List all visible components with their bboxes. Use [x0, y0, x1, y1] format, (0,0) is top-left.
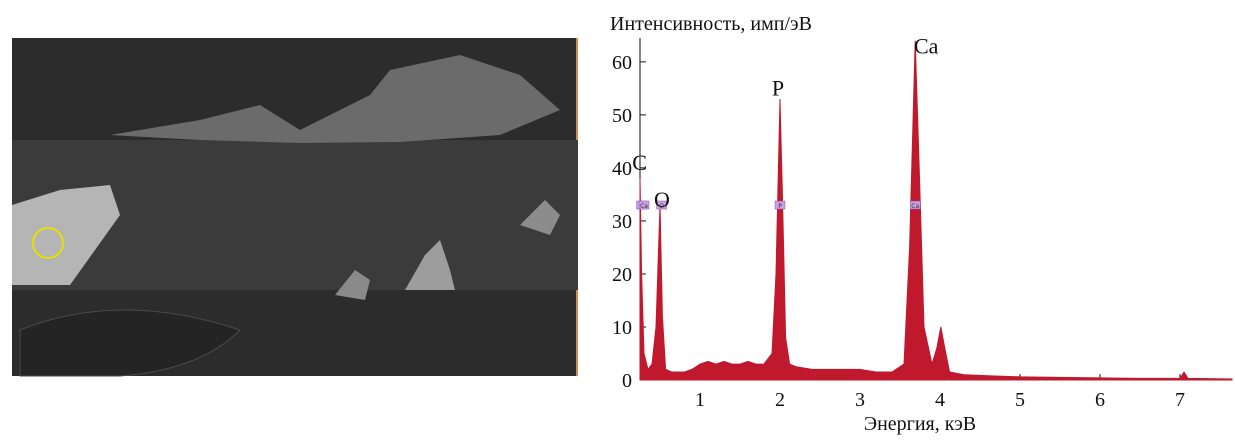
element-marker-label: O [659, 203, 664, 210]
element-marker-label: P [778, 203, 782, 210]
image-grain [12, 185, 120, 285]
image-grain [520, 200, 560, 235]
x-tick-label: 2 [775, 389, 785, 411]
x-tick-label: 5 [1015, 389, 1025, 411]
y-tick-label: 50 [612, 105, 632, 127]
x-tick-label: 1 [695, 389, 705, 411]
y-tick-label: 60 [612, 52, 632, 74]
y-tick-label: 30 [612, 211, 632, 233]
x-tick-label: 6 [1095, 389, 1105, 411]
analysis-spot [32, 227, 64, 259]
element-marker [774, 200, 786, 210]
image-cavity [19, 309, 241, 377]
y-tick-label: 10 [612, 317, 632, 339]
element-marker [638, 200, 650, 210]
x-tick-label: 7 [1175, 389, 1185, 411]
image-grain [335, 270, 370, 300]
peak-label: O [654, 187, 670, 212]
x-axis-title: Энергия, кэВ [864, 413, 976, 435]
y-tick-label: 20 [612, 264, 632, 286]
spectrum [639, 40, 1233, 381]
element-marker [909, 200, 921, 210]
x-tick-label: 3 [855, 389, 865, 411]
image-crust [110, 55, 560, 143]
y-axis-title: Интенсивность, имп/эВ [610, 13, 812, 35]
sem-image [12, 38, 578, 377]
peak-label: Ca [914, 33, 939, 58]
x-tick-label: 4 [935, 389, 945, 411]
y-tick-label: 0 [622, 370, 632, 392]
element-marker [656, 200, 667, 210]
peak-label: P [772, 76, 784, 101]
y-tick-label: 40 [612, 158, 632, 180]
image-grain [405, 240, 455, 290]
peak-label: C [632, 150, 647, 175]
element-marker-label: Ca [640, 203, 648, 210]
element-marker-label: Ca [911, 203, 919, 210]
